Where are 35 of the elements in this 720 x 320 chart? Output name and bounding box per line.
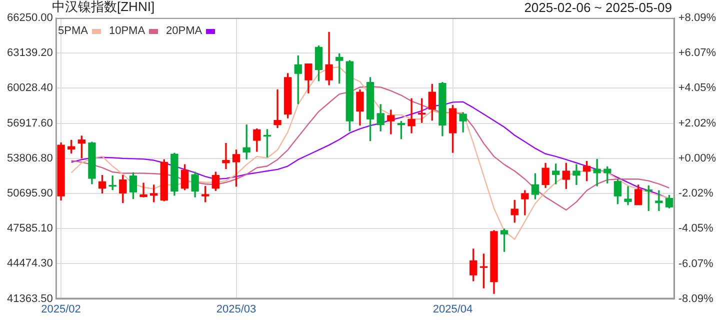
candlestick: [624, 186, 632, 206]
y-tick-label: 50695.90: [6, 188, 53, 200]
candlestick: [140, 182, 148, 198]
y2-tick-label: +4.05%: [678, 82, 716, 94]
y2-tick-label: +8.09%: [678, 12, 716, 24]
y-tick-label: 47585.10: [6, 222, 53, 235]
candlestick: [274, 89, 282, 128]
chart-title: 中汉镍指数[ZHNI]: [52, 0, 155, 14]
x-tick-label: 2025/03: [216, 303, 256, 316]
y-tick-label: 44474.30: [6, 258, 53, 270]
y2-tick-label: +6.07%: [678, 47, 716, 60]
y2-tick-label: +2.02%: [678, 117, 716, 130]
y-tick-label: 66250.00: [6, 12, 53, 24]
candlestick: [108, 176, 116, 190]
y-tick-label: 41363.50: [6, 292, 53, 305]
x-tick-label: 2025/02: [41, 303, 81, 316]
y2-tick-label: -8.09%: [678, 292, 714, 305]
candlestick: [222, 143, 230, 170]
y-tick-label: 60028.40: [6, 82, 53, 94]
y-tick-label: 53806.80: [6, 152, 53, 164]
candlestick: [408, 98, 416, 134]
y2-tick-label: +0.00%: [678, 152, 716, 164]
y-tick-label: 56917.60: [6, 117, 53, 130]
legend-label: 20PMA: [166, 25, 202, 37]
candlestick: [655, 190, 663, 212]
candlestick: [572, 164, 580, 185]
y2-tick-label: -6.07%: [678, 258, 714, 270]
candlestick: [593, 158, 601, 186]
legend-label: 10PMA: [108, 25, 146, 37]
y2-tick-label: -4.05%: [678, 222, 714, 235]
chart-subtitle: 2025-02-06 ~ 2025-05-09: [524, 0, 672, 15]
legend-label: 5PMA: [58, 25, 88, 37]
y-tick-label: 63139.20: [6, 47, 53, 60]
x-tick-label: 2025/04: [432, 303, 473, 316]
y2-tick-label: -2.02%: [678, 187, 714, 200]
